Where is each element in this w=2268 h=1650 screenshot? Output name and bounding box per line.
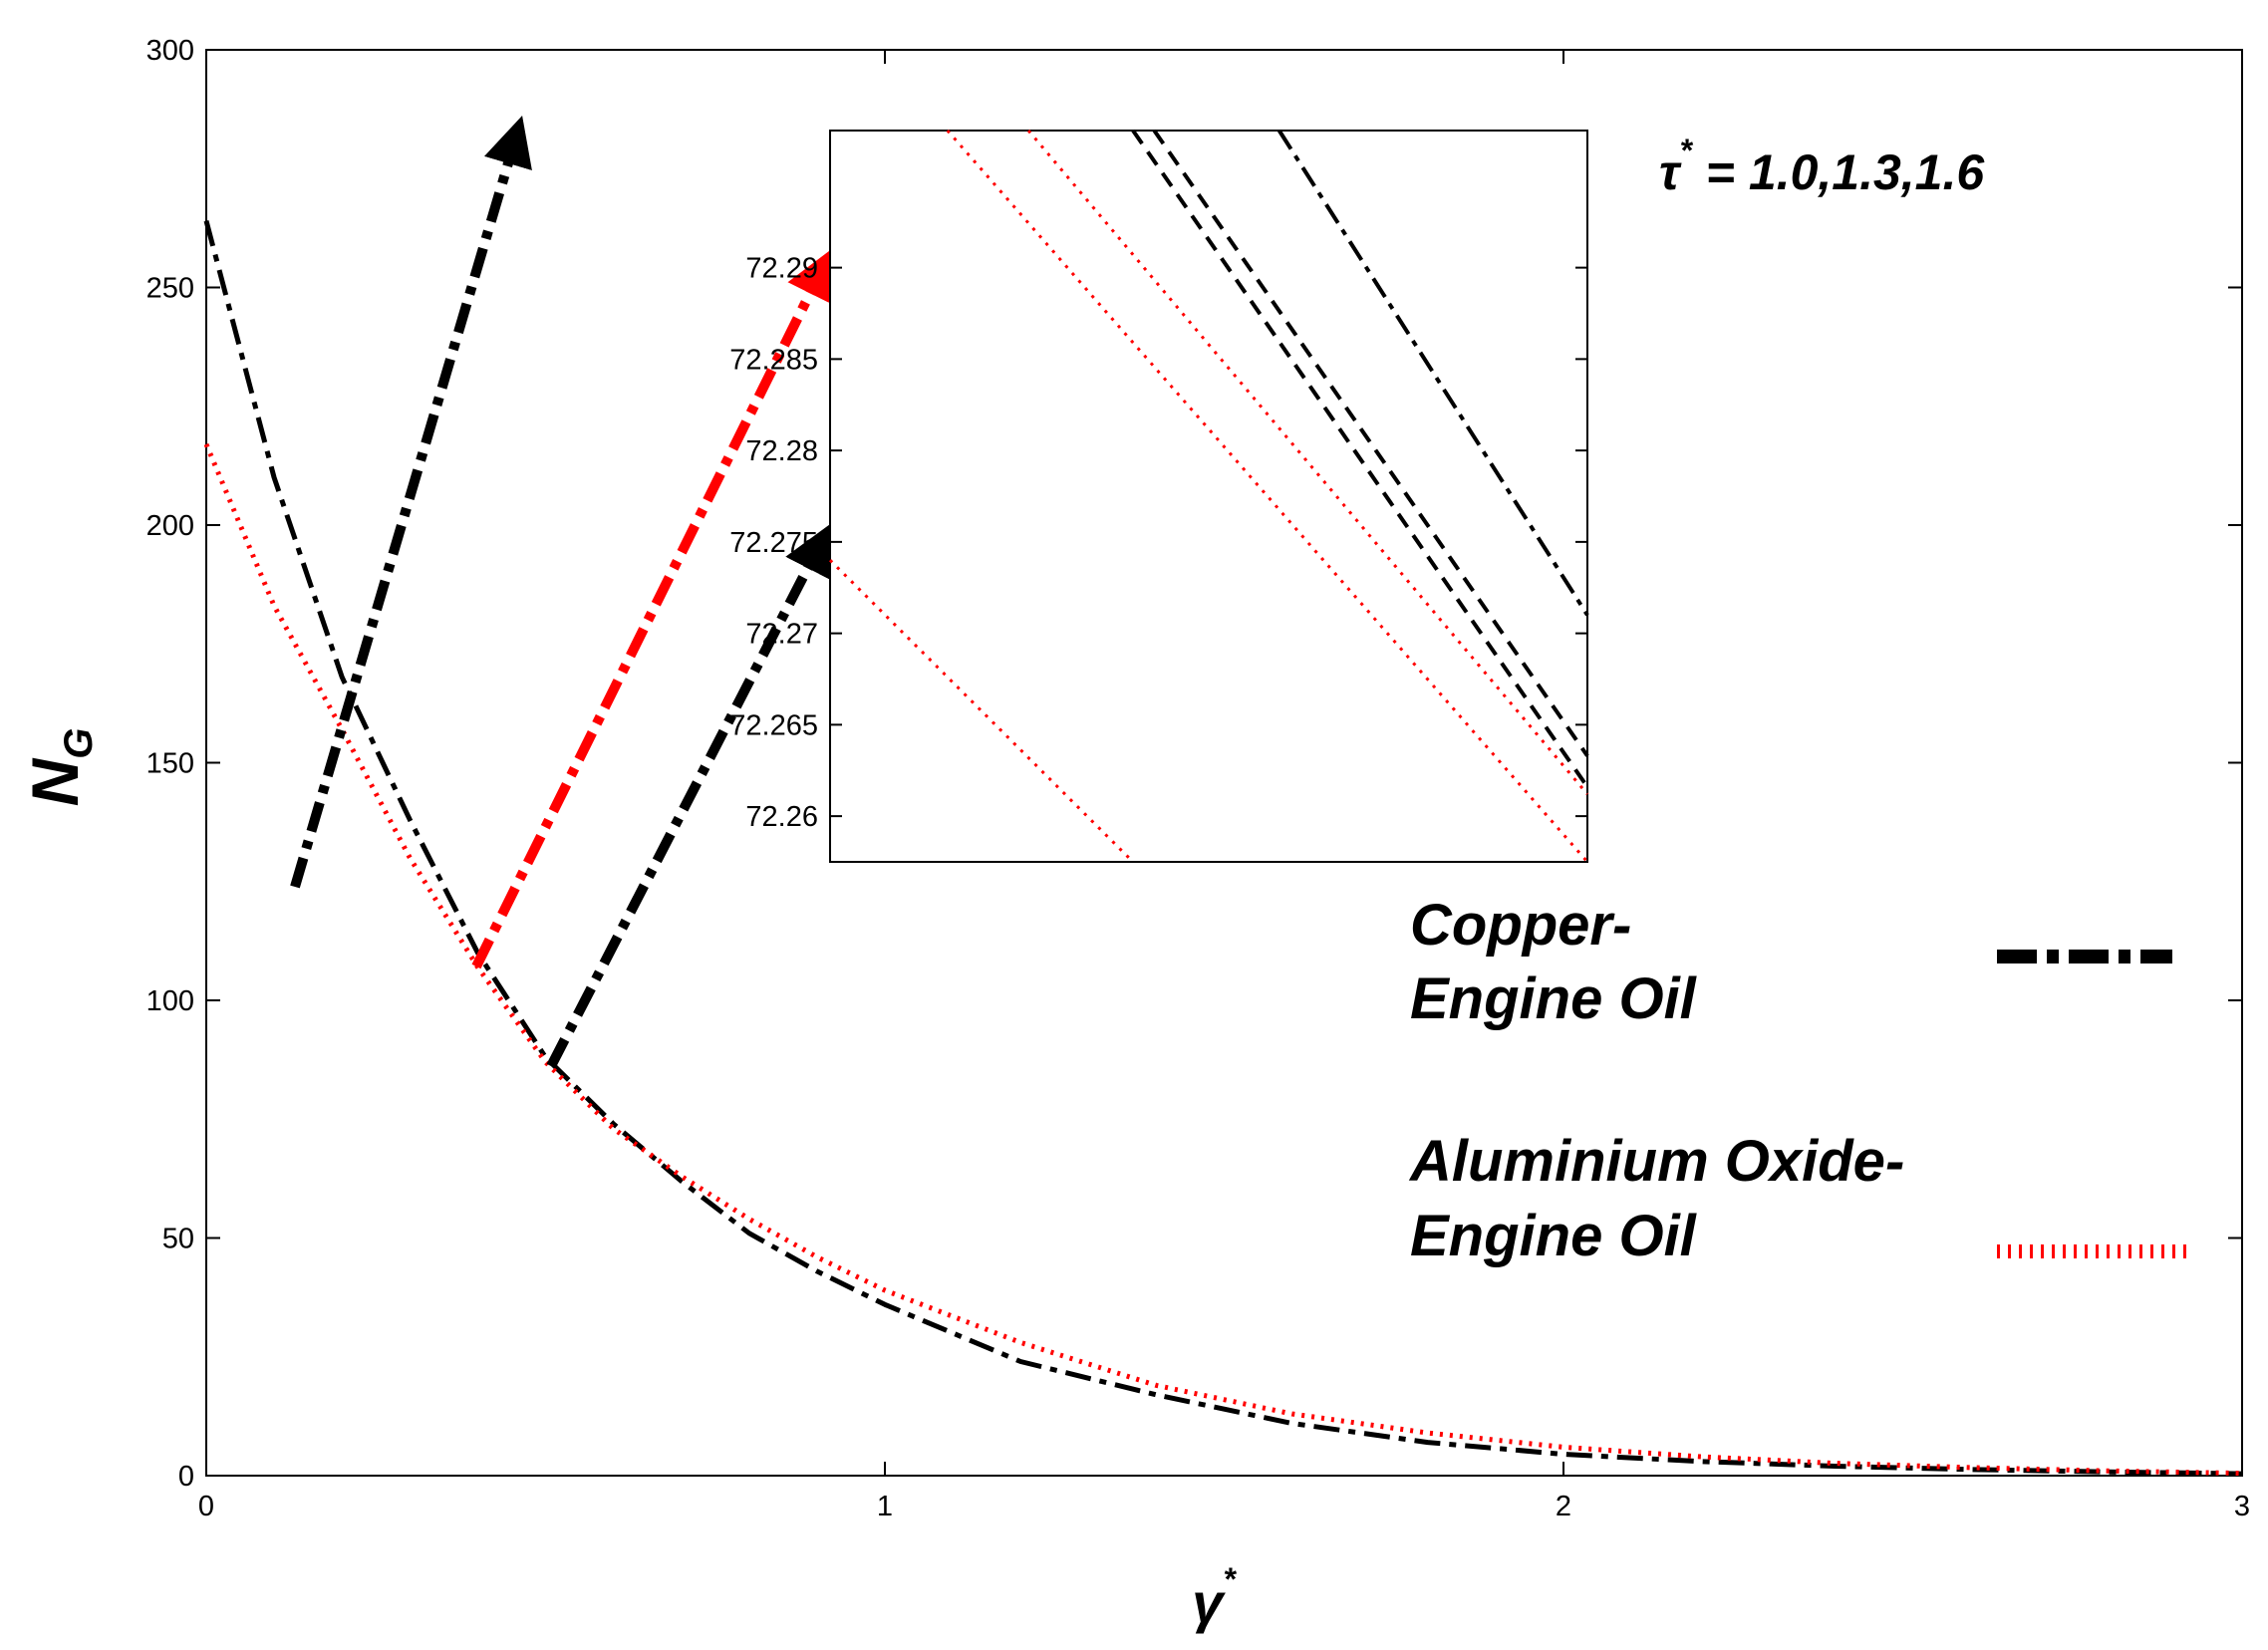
series-line-copper bbox=[203, 220, 2243, 1477]
inset-y-tick-label: 72.285 bbox=[729, 344, 818, 376]
legend-label-alumina-line1: Aluminium Oxide- bbox=[1408, 1129, 1904, 1194]
y-tick-label: 0 bbox=[178, 1461, 194, 1493]
arrow-left bbox=[290, 116, 532, 889]
y-tick-label: 100 bbox=[146, 985, 194, 1017]
inset-series-line bbox=[1131, 129, 1589, 788]
legend-label-copper-line2: Engine Oil bbox=[1410, 966, 1698, 1031]
inset-y-tick-label: 72.275 bbox=[729, 527, 818, 559]
y-tick-label: 250 bbox=[146, 273, 194, 305]
arrow-right bbox=[546, 523, 831, 1069]
inset-y-tick-label: 72.265 bbox=[729, 709, 818, 741]
arrows bbox=[290, 116, 833, 1069]
inset-series-line bbox=[1277, 129, 1589, 617]
y-tick-label: 150 bbox=[146, 748, 194, 780]
inset-ticks: 72.26 72.265 72.27 72.275 72.28 72.285 72.29 bbox=[729, 253, 1587, 833]
y-tick-label: 300 bbox=[146, 35, 194, 67]
inset-y-tick-label: 72.26 bbox=[745, 801, 818, 833]
legend-label-alumina-line2: Engine Oil bbox=[1410, 1204, 1698, 1268]
inset-y-tick-label: 72.28 bbox=[745, 435, 818, 467]
x-tick-label: 1 bbox=[877, 1491, 893, 1522]
series-line-alumina bbox=[203, 442, 2243, 1477]
main-series-group bbox=[203, 220, 2243, 1477]
inset-series-line bbox=[1152, 129, 1589, 757]
inset-y-tick-label: 72.27 bbox=[745, 619, 818, 651]
inset-y-tick-label: 72.29 bbox=[745, 253, 818, 285]
inset: 72.26 72.265 72.27 72.275 72.28 72.285 72.29 bbox=[729, 129, 1589, 864]
arrow-red bbox=[471, 248, 833, 969]
inset-series-group bbox=[828, 129, 1589, 864]
main-axis-ticks: 0 1 2 3 0 50 100 150 200 250 300 bbox=[146, 35, 2250, 1522]
inset-frame bbox=[829, 130, 1588, 863]
tau-annotation: τ* = 1.0,1.3,1.6 bbox=[1659, 133, 1985, 200]
legend-label-copper-line1: Copper- bbox=[1410, 893, 1631, 958]
x-tick-label: 3 bbox=[2234, 1491, 2250, 1522]
y-tick-label: 200 bbox=[146, 510, 194, 542]
legend: Copper- Engine Oil Aluminium Oxide- Engi… bbox=[1408, 893, 2188, 1268]
y-tick-label: 50 bbox=[162, 1224, 194, 1255]
inset-series-line bbox=[946, 130, 1589, 863]
inset-series-line bbox=[828, 559, 1135, 864]
x-tick-label: 0 bbox=[198, 1491, 214, 1522]
x-tick-label: 2 bbox=[1556, 1491, 1571, 1522]
